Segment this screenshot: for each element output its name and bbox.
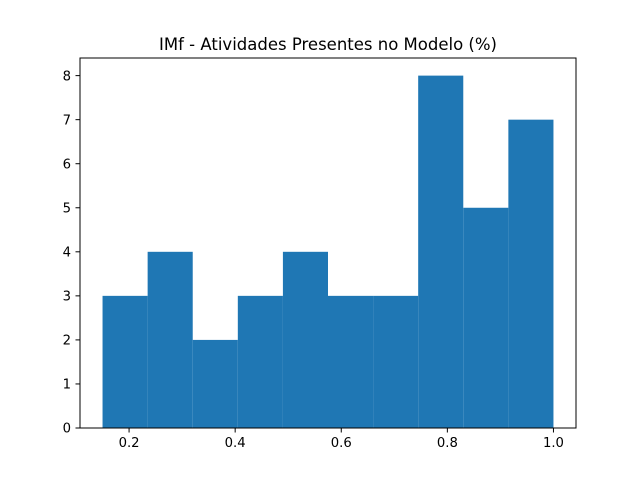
histogram-bar: [102, 295, 148, 428]
y-tick-label: 5: [63, 201, 71, 216]
y-tick-label: 1: [63, 378, 71, 393]
histogram-bar: [147, 251, 193, 428]
y-axis-ticks: 0 1 2 3 4 5 6 7 8: [63, 69, 80, 437]
histogram-bar: [373, 295, 419, 428]
histogram-bar: [328, 295, 374, 428]
y-tick-label: 2: [63, 334, 71, 349]
x-axis-ticks: 0.2 0.4 0.6 0.8 1.0: [119, 428, 564, 451]
y-tick-label: 0: [63, 422, 71, 437]
y-tick-label: 6: [63, 157, 71, 172]
x-tick-label: 0.2: [119, 436, 140, 451]
x-tick-label: 0.8: [437, 436, 458, 451]
x-tick-label: 1.0: [543, 436, 564, 451]
histogram-bar: [463, 207, 509, 428]
histogram-bar: [282, 251, 328, 428]
bars-group: [102, 75, 554, 429]
x-tick-label: 0.4: [225, 436, 246, 451]
histogram-bar: [418, 75, 464, 428]
y-tick-label: 4: [63, 246, 71, 261]
plot-frame: [79, 57, 577, 429]
histogram-bar: [508, 119, 554, 429]
y-tick-label: 7: [63, 113, 71, 128]
x-tick-label: 0.6: [331, 436, 352, 451]
histogram-bar: [237, 295, 283, 428]
histogram-bar: [192, 339, 238, 428]
chart-title: IMf - Atividades Presentes no Modelo (%): [159, 35, 497, 54]
y-tick-label: 8: [63, 69, 71, 84]
y-tick-label: 3: [63, 290, 71, 305]
